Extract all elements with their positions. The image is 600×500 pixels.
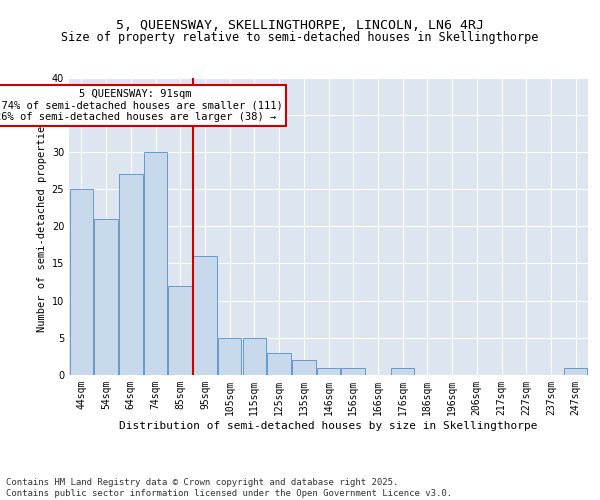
Bar [169,286,192,375]
Text: Contains HM Land Registry data © Crown copyright and database right 2025.
Contai: Contains HM Land Registry data © Crown c… [6,478,452,498]
Bar [242,338,266,375]
Bar [341,368,365,375]
Bar [268,352,291,375]
Bar [317,368,340,375]
Bar [193,256,217,375]
Text: 5 QUEENSWAY: 91sqm
← 74% of semi-detached houses are smaller (111)
26% of semi-d: 5 QUEENSWAY: 91sqm ← 74% of semi-detache… [0,88,283,122]
Bar [391,368,415,375]
Text: 5, QUEENSWAY, SKELLINGTHORPE, LINCOLN, LN6 4RJ: 5, QUEENSWAY, SKELLINGTHORPE, LINCOLN, L… [116,19,484,32]
Bar [70,189,93,375]
X-axis label: Distribution of semi-detached houses by size in Skellingthorpe: Distribution of semi-detached houses by … [119,420,538,430]
Bar [119,174,143,375]
Y-axis label: Number of semi-detached properties: Number of semi-detached properties [37,120,47,332]
Bar [94,219,118,375]
Bar [292,360,316,375]
Text: Size of property relative to semi-detached houses in Skellingthorpe: Size of property relative to semi-detach… [61,31,539,44]
Bar [218,338,241,375]
Bar [144,152,167,375]
Bar [564,368,587,375]
